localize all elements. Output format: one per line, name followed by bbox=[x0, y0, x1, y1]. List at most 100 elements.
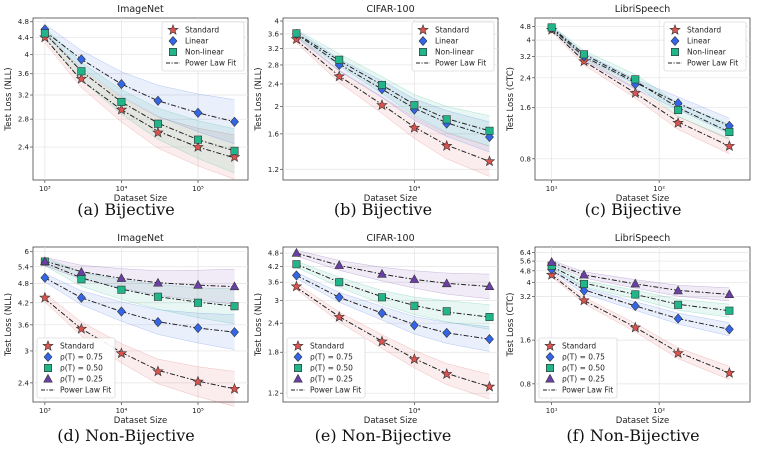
confidence-band bbox=[551, 273, 730, 380]
data-point-star bbox=[483, 155, 496, 167]
band-upper bbox=[551, 263, 730, 305]
legend-label: Non-linear bbox=[435, 48, 475, 57]
legend-label: Standard bbox=[310, 342, 344, 351]
legend-label: Linear bbox=[435, 37, 459, 46]
y-tick-label: 6.4 bbox=[520, 249, 532, 257]
legend: Standard ρ(T) = 0.75 ρ(T) = 0.50 ρ(T) = 0.2… bbox=[538, 337, 618, 399]
band-upper bbox=[44, 273, 235, 315]
power-law-fit-line bbox=[551, 27, 730, 127]
x-tick-label: 10¹ bbox=[546, 185, 558, 193]
y-axis-label: Test Loss (CTC) bbox=[506, 293, 516, 358]
legend-label: Standard bbox=[435, 26, 469, 35]
power-law-fit-line bbox=[44, 260, 235, 288]
band-lower bbox=[44, 42, 235, 180]
chart-panel-3: 10¹ 10² 0.8 1.6 2.4 3.2 4 4.8 Standard Linear Non-… bbox=[506, 4, 751, 219]
data-point-square bbox=[410, 301, 419, 310]
y-tick-label: 2.4 bbox=[18, 144, 30, 152]
data-point-diamond bbox=[193, 107, 203, 118]
data-point-square bbox=[40, 29, 49, 38]
legend-label: ρ(T) = 0.75 bbox=[562, 353, 605, 362]
data-point-diamond bbox=[409, 320, 419, 331]
data-point-square bbox=[442, 307, 451, 316]
series-3 bbox=[296, 29, 490, 147]
y-tick-label: 3.6 bbox=[268, 31, 280, 39]
data-point-triangle bbox=[291, 247, 302, 257]
legend-marker-square bbox=[169, 47, 178, 56]
band-upper bbox=[44, 27, 235, 129]
y-axis-label: Test Loss (NLL) bbox=[4, 293, 14, 357]
data-point-triangle bbox=[153, 277, 163, 287]
legend-label: ρ(T) = 0.50 bbox=[562, 364, 605, 373]
legend-marker-square bbox=[43, 363, 52, 372]
y-tick-label: 3.2 bbox=[268, 45, 279, 53]
y-axis-label: Test Loss (NLL) bbox=[4, 67, 14, 131]
y-tick-label: 2.4 bbox=[520, 74, 532, 82]
data-point-star bbox=[152, 126, 164, 138]
power-law-fit-line bbox=[296, 274, 490, 340]
data-point-diamond bbox=[117, 79, 126, 90]
confidence-band bbox=[551, 27, 730, 154]
legend-label: ρ(T) = 0.50 bbox=[60, 364, 103, 373]
power-law-fit-line bbox=[296, 39, 490, 162]
data-point-star bbox=[333, 310, 345, 322]
legend-label: Power Law Fit bbox=[435, 59, 486, 68]
data-point-square bbox=[153, 119, 162, 128]
data-point-triangle bbox=[334, 260, 345, 269]
chart-title: LibriSpeech bbox=[615, 4, 671, 15]
data-point-square bbox=[725, 128, 734, 137]
x-axis-label: Dataset Size bbox=[364, 194, 417, 204]
legend-label: Non-linear bbox=[185, 48, 225, 57]
data-point-square bbox=[485, 126, 494, 135]
y-tick-label: 2 bbox=[275, 103, 279, 111]
legend-label: Linear bbox=[687, 37, 711, 46]
data-point-square bbox=[230, 302, 239, 311]
data-point-diamond bbox=[76, 292, 86, 303]
legend-box bbox=[286, 337, 366, 399]
x-tick-label: 10⁴ bbox=[116, 407, 128, 415]
data-point-star bbox=[408, 353, 421, 365]
x-tick-label: 10² bbox=[653, 407, 665, 415]
legend: Standard ρ(T) = 0.75 ρ(T) = 0.50 ρ(T) = 0.2… bbox=[286, 337, 366, 399]
y-tick-label: 5.6 bbox=[520, 258, 532, 266]
data-point-square bbox=[77, 67, 86, 76]
data-point-star bbox=[228, 151, 241, 162]
y-tick-label: 3 bbox=[275, 297, 279, 305]
data-point-square bbox=[153, 292, 162, 301]
data-point-diamond bbox=[442, 327, 452, 338]
x-tick-label: 10⁴ bbox=[116, 185, 128, 193]
data-point-triangle bbox=[377, 268, 387, 278]
power-law-fit-line bbox=[44, 33, 235, 152]
data-point-square bbox=[117, 285, 126, 294]
x-tick-label: 10¹ bbox=[546, 407, 558, 415]
data-point-triangle bbox=[484, 281, 495, 290]
data-point-diamond bbox=[334, 292, 344, 303]
series-1 bbox=[296, 35, 490, 177]
data-point-square bbox=[547, 23, 556, 32]
x-tick-label: 10³ bbox=[39, 407, 51, 415]
chart-panel-5: 10⁴ 1.2 1.8 2.4 3 3.6 4.2 4.8 Standard ρ(T) = 0.7… bbox=[254, 233, 499, 445]
x-tick-label: 10² bbox=[653, 185, 665, 193]
band-lower bbox=[44, 265, 235, 305]
power-law-fit-line bbox=[44, 31, 235, 123]
legend-label: Power Law Fit bbox=[60, 386, 111, 395]
band-upper bbox=[44, 293, 235, 372]
power-law-fit-line bbox=[296, 263, 490, 318]
data-point-star bbox=[192, 375, 204, 387]
legend-marker-square bbox=[545, 363, 554, 372]
y-tick-label: 4 bbox=[275, 18, 280, 26]
data-point-star bbox=[75, 72, 88, 84]
data-point-square bbox=[580, 279, 589, 288]
legend-marker-diamond bbox=[670, 35, 680, 47]
data-point-diamond bbox=[117, 306, 126, 317]
data-point-star bbox=[376, 99, 388, 111]
confidence-band bbox=[296, 35, 490, 177]
y-tick-label: 3.6 bbox=[268, 279, 280, 287]
y-tick-label: 3.6 bbox=[18, 70, 30, 78]
band-upper bbox=[296, 30, 490, 123]
power-law-fit-line bbox=[296, 33, 490, 137]
band-upper bbox=[551, 25, 730, 125]
y-tick-label: 2.4 bbox=[268, 80, 280, 88]
x-tick-label: 10⁵ bbox=[192, 185, 204, 193]
legend-label: Power Law Fit bbox=[185, 59, 236, 68]
y-tick-label: 1.6 bbox=[520, 104, 532, 112]
